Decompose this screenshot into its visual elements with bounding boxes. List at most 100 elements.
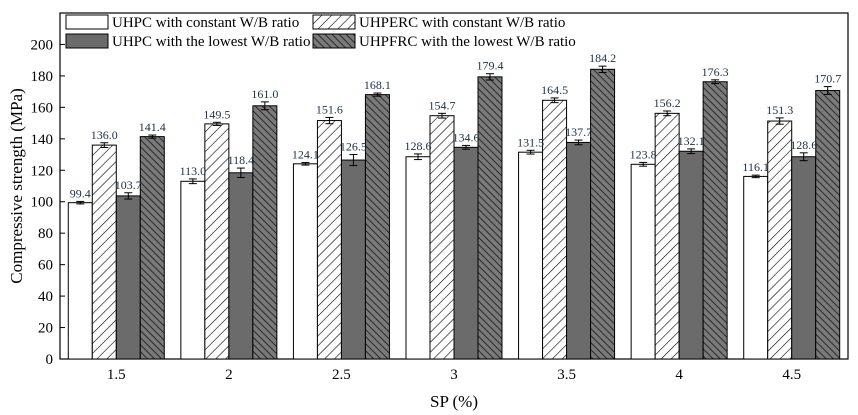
x-tick-label: 2 [225,367,233,383]
error-bar [711,79,720,85]
error-bar [100,142,109,148]
error-bar [260,101,269,111]
bar [204,123,230,360]
data-label: 184.2 [589,51,616,65]
error-bar [124,192,133,200]
error-bar [212,121,221,126]
error-bar [236,167,245,179]
bar [566,141,592,360]
data-label: 164.5 [541,83,568,97]
error-bar [775,117,784,125]
data-label: 99.4 [70,186,91,200]
data-label: 136.0 [91,128,118,142]
error-bar [663,110,672,117]
data-label: 141.4 [139,120,166,134]
data-label: 134.6 [453,130,480,144]
bar [678,150,704,360]
bar [115,195,141,360]
bar [292,163,318,360]
bar [767,120,793,360]
error-bars [76,65,832,205]
data-label: 128.6 [405,139,432,153]
data-label: 176.3 [702,65,729,79]
y-tick-label: 180 [31,69,54,85]
error-bar [462,144,470,150]
y-tick-label: 20 [38,321,53,337]
bar [67,202,93,360]
y-axis: 0 20 40 60 80 100 120 140 160 180 200 [31,37,65,368]
x-tick-label: 2.5 [332,367,351,383]
data-label: 168.1 [364,78,391,92]
legend-label-uhpc-lowest: UHPC with the lowest W/B ratio [112,34,310,50]
data-label: 113.0 [180,164,207,178]
data-label: 132.1 [678,134,705,148]
error-bar [438,112,446,119]
data-label: 103.7 [115,178,142,192]
x-tick-label: 3 [450,367,458,383]
y-tick-label: 60 [38,258,53,274]
bar [429,115,455,360]
bar [340,159,366,360]
error-bar [574,139,583,146]
y-tick-label: 0 [46,352,54,368]
bar [815,90,841,360]
y-tick-label: 140 [31,132,54,148]
bar [630,163,656,360]
error-bar [373,92,382,97]
data-label: 151.6 [316,102,343,116]
error-bar [486,73,494,81]
bar [364,94,390,360]
data-label: 137.7 [565,125,592,139]
y-axis-title: Compressive strength (MPa) [7,88,26,283]
bar [316,120,342,360]
y-tick-label: 200 [31,37,54,53]
y-tick-label: 80 [38,226,53,242]
bar [518,151,544,360]
data-labels: 99.4 136.0 103.7 141.4 113.0 149.5 118.4 161.0 1… [70,51,841,200]
data-label: 123.8 [630,147,657,161]
bar [453,146,479,360]
bar [252,105,278,360]
bar [477,76,503,360]
error-bar [550,97,559,104]
bar [654,112,680,360]
data-label: 151.3 [766,103,793,117]
bar [743,175,769,360]
error-bar [76,200,85,205]
bar [590,68,616,360]
y-tick-label: 100 [31,195,54,211]
x-tick-label: 1.5 [107,367,126,383]
data-label: 116.1 [742,160,769,174]
legend-swatch-uhpc-lowest [65,33,109,49]
x-tick-label: 3.5 [557,367,576,383]
error-bar [687,148,696,155]
error-bar [349,154,358,167]
bar [405,156,431,360]
bar [228,172,254,360]
error-bar [148,134,157,139]
error-bar [639,161,648,167]
bar [139,136,165,360]
data-label: 124.1 [292,148,319,162]
data-label: 161.0 [251,87,278,101]
data-label: 126.5 [340,140,367,154]
error-bar [414,153,422,161]
legend: UHPC with constant W/B ratio UHPC with t… [65,14,576,50]
error-bar [526,149,535,155]
bar [91,144,117,360]
bar [180,180,206,360]
bars [67,68,841,360]
bar [702,81,728,360]
legend-swatch-uhpfrc-lowest [312,33,356,49]
data-label: 128.6 [790,138,817,152]
error-bar [598,65,607,73]
x-tick-label: 4 [675,367,683,383]
legend-swatch-uhpc-constant [65,14,109,30]
legend-label-uhpc-constant: UHPC with constant W/B ratio [112,15,299,31]
error-bar [325,116,334,125]
y-tick-label: 120 [31,163,54,179]
legend-swatch-uhperc-constant [312,14,356,30]
bar [791,156,817,360]
data-label: 170.7 [814,72,841,86]
